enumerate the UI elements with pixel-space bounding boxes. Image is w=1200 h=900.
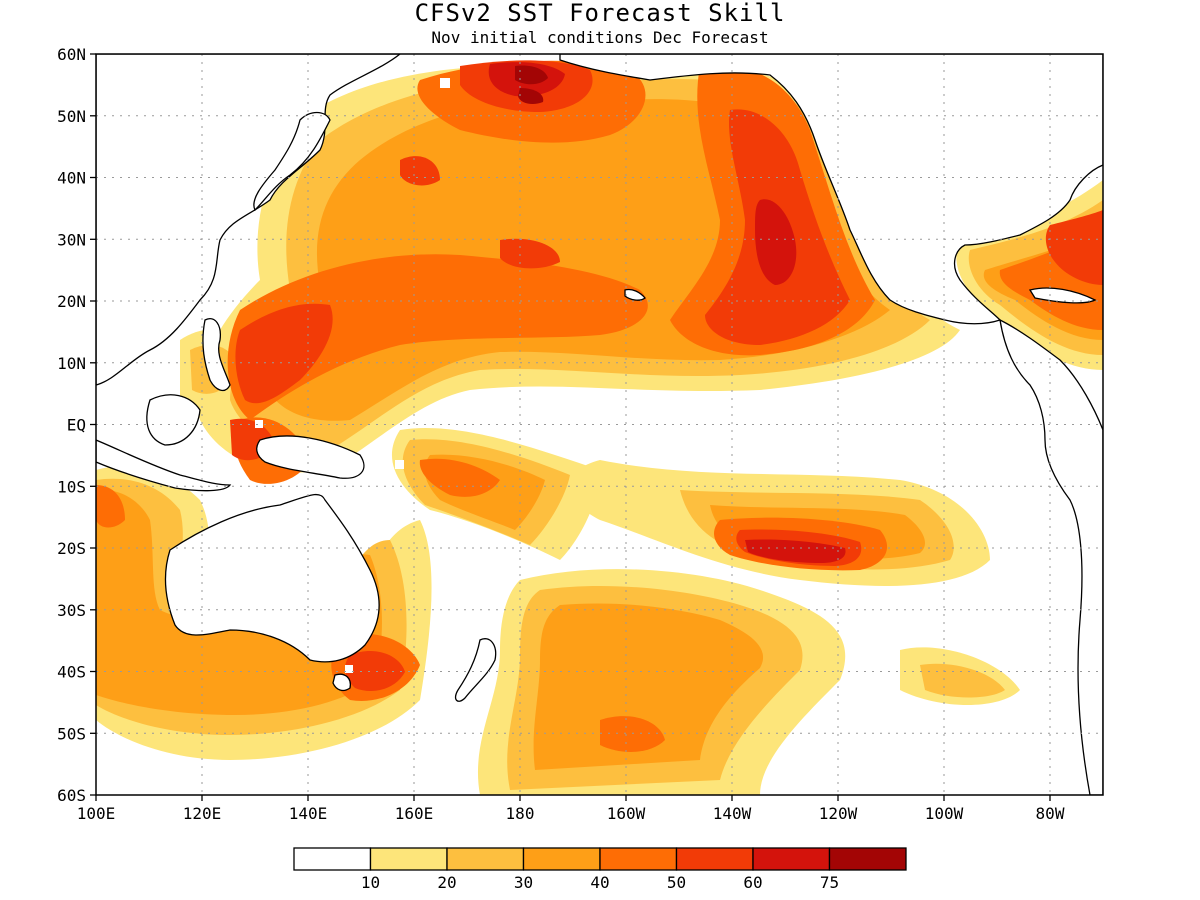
lon-label: 160W — [607, 804, 646, 823]
java-island — [96, 439, 232, 492]
lon-label: 180 — [506, 804, 535, 823]
lat-label: 50S — [57, 724, 86, 743]
lon-label: 160E — [395, 804, 434, 823]
longitude-axis: 100E 120E 140E 160E 180 160W 140W 120W 1… — [77, 795, 1065, 823]
lat-label: 20N — [57, 292, 86, 311]
colorbar-label: 30 — [514, 873, 533, 892]
new-guinea-island — [256, 435, 365, 479]
lat-label: 30N — [57, 230, 86, 249]
colorbar-label: 50 — [667, 873, 686, 892]
graticule — [96, 54, 1103, 795]
lat-label: 30S — [57, 601, 86, 620]
skill-level-4 — [96, 60, 1103, 752]
colorbar-swatch — [293, 847, 372, 871]
colorbar-label: 40 — [590, 873, 609, 892]
missing-data-cells — [255, 56, 605, 673]
colorbar-label: 20 — [437, 873, 456, 892]
lon-label: 80W — [1036, 804, 1065, 823]
lat-label: 60N — [57, 45, 86, 64]
chart-title: CFSv2 SST Forecast Skill — [414, 0, 786, 27]
chart-subtitle: Nov initial conditions Dec Forecast — [431, 28, 769, 47]
lon-label: 100W — [925, 804, 964, 823]
caribbean-islands — [1028, 287, 1097, 304]
colorbar-label: 75 — [820, 873, 839, 892]
lat-label: EQ — [67, 416, 86, 435]
colorbar-swatch — [752, 847, 831, 871]
colorbar-swatch — [828, 847, 907, 871]
lon-label: 120W — [819, 804, 858, 823]
lat-label: 20S — [57, 539, 86, 558]
colorbar-swatch — [446, 847, 525, 871]
latitude-axis: 60N 50N 40N 30N 20N 10N EQ 10S 20S 30S 4… — [57, 45, 96, 805]
new-zealand-island — [454, 638, 497, 702]
lon-label: 140W — [713, 804, 752, 823]
australia-landmass — [164, 493, 380, 663]
skill-level-7 — [515, 65, 548, 104]
hawaii-islands — [624, 288, 646, 301]
tasmania-island — [332, 673, 351, 692]
lat-label: 60S — [57, 786, 86, 805]
colorbar-label: 60 — [743, 873, 762, 892]
colorbar-swatch — [599, 847, 678, 871]
lat-label: 10S — [57, 477, 86, 496]
colorbar-swatch — [522, 847, 601, 871]
lon-label: 140E — [289, 804, 328, 823]
lat-label: 40S — [57, 663, 86, 682]
lat-label: 10N — [57, 354, 86, 373]
north-america-landmass — [559, 54, 1103, 325]
colorbar-swatch — [369, 847, 448, 871]
borneo-island — [146, 394, 201, 446]
colorbar-swatch — [675, 847, 754, 871]
philippines-island — [202, 318, 231, 392]
lat-label: 40N — [57, 169, 86, 188]
lon-label: 100E — [77, 804, 116, 823]
south-america-landmass — [999, 318, 1103, 795]
japan-island — [253, 111, 331, 212]
lon-label: 120E — [183, 804, 222, 823]
colorbar-label: 10 — [361, 873, 380, 892]
asia-landmass — [96, 54, 402, 386]
lat-label: 50N — [57, 107, 86, 126]
coastlines — [96, 54, 1103, 795]
colorbar-legend: 10 20 30 40 50 60 75 — [293, 847, 907, 892]
